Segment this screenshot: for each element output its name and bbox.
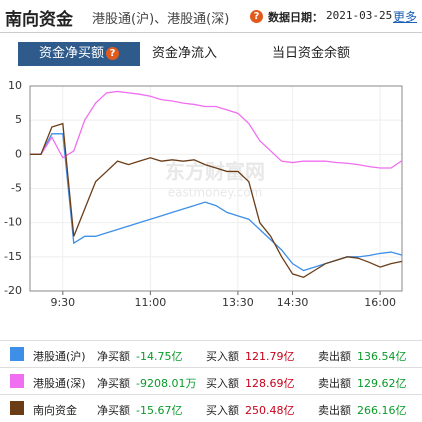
net-label: 净买额 (97, 404, 130, 417)
legend-swatch (10, 401, 24, 415)
sell-value: 129.62亿 (357, 377, 407, 390)
buy-label: 买入额 (206, 404, 239, 417)
help-icon[interactable]: ? (250, 10, 263, 23)
y-tick-label: -10 (4, 216, 22, 229)
net-value: -9208.01万 (136, 377, 197, 390)
sell-label: 卖出额 (318, 377, 351, 390)
line-series (30, 122, 403, 279)
tab-label: 资金净买额 (38, 46, 104, 61)
series-name: 南向资金 (33, 404, 77, 417)
y-tick-label: 5 (15, 113, 22, 126)
tab-active[interactable]: 资金净买额? (18, 42, 140, 66)
x-tick-label: 16:00 (364, 296, 396, 309)
legend-row: 港股通(沪) 净买额 -14.75亿 买入额 121.79亿 卖出额 136.54亿 (0, 340, 422, 368)
title: 南向资金 (5, 10, 73, 30)
series-name: 港股通(深) (33, 377, 86, 390)
sell-value: 136.54亿 (357, 350, 407, 363)
y-tick-label: -20 (4, 284, 22, 297)
sell-label: 卖出额 (318, 350, 351, 363)
x-tick-label: 13:30 (222, 296, 254, 309)
buy-value: 250.48亿 (245, 404, 295, 417)
sell-value: 266.16亿 (357, 404, 407, 417)
watermark: 东方财富网 (165, 160, 265, 184)
sell-label: 卖出额 (318, 404, 351, 417)
buy-value: 128.69亿 (245, 377, 295, 390)
watermark: eastmoney.com (168, 186, 263, 200)
buy-value: 121.79亿 (245, 350, 295, 363)
subtitle: 港股通(沪)、港股通(深) (92, 12, 230, 27)
tab[interactable]: 资金净流入 (152, 46, 218, 61)
y-tick-label: -5 (11, 182, 22, 195)
chart: 东方财富网 eastmoney.com 10 5 0 -5 -10 -15 -20 9:30 1… (4, 79, 403, 309)
help-icon[interactable]: ? (106, 47, 119, 60)
x-tick-label: 11:00 (135, 296, 167, 309)
legend-row: 港股通(深) 净买额 -9208.01万 买入额 128.69亿 卖出额 129.62亿 (0, 367, 422, 395)
date: 2021-03-25 (326, 9, 393, 22)
buy-label: 买入额 (206, 377, 239, 390)
legend-swatch (10, 347, 24, 361)
legend-swatch (10, 374, 24, 388)
date-label: 数据日期： (268, 11, 323, 24)
series-name: 港股通(沪) (33, 350, 86, 363)
net-value: -15.67亿 (136, 404, 183, 417)
buy-label: 买入额 (206, 350, 239, 363)
y-tick-label: 0 (15, 147, 22, 160)
x-tick-label: 14:30 (277, 296, 309, 309)
x-tick-label: 9:30 (50, 296, 75, 309)
net-label: 净买额 (97, 377, 130, 390)
tab[interactable]: 当日资金余额 (272, 46, 351, 61)
y-tick-label: -15 (4, 250, 22, 263)
line-series (30, 90, 403, 169)
y-tick-label: 10 (8, 79, 22, 92)
net-label: 净买额 (97, 350, 130, 363)
legend-row: 南向资金 净买额 -15.67亿 买入额 250.48亿 卖出额 266.16亿 (0, 394, 422, 422)
net-value: -14.75亿 (136, 350, 183, 363)
header: 南向资金 港股通(沪)、港股通(深) ? 数据日期： 2021-03-25 更多 (0, 0, 422, 33)
more-link[interactable]: 更多 (393, 10, 418, 24)
plot-frame (29, 85, 403, 292)
